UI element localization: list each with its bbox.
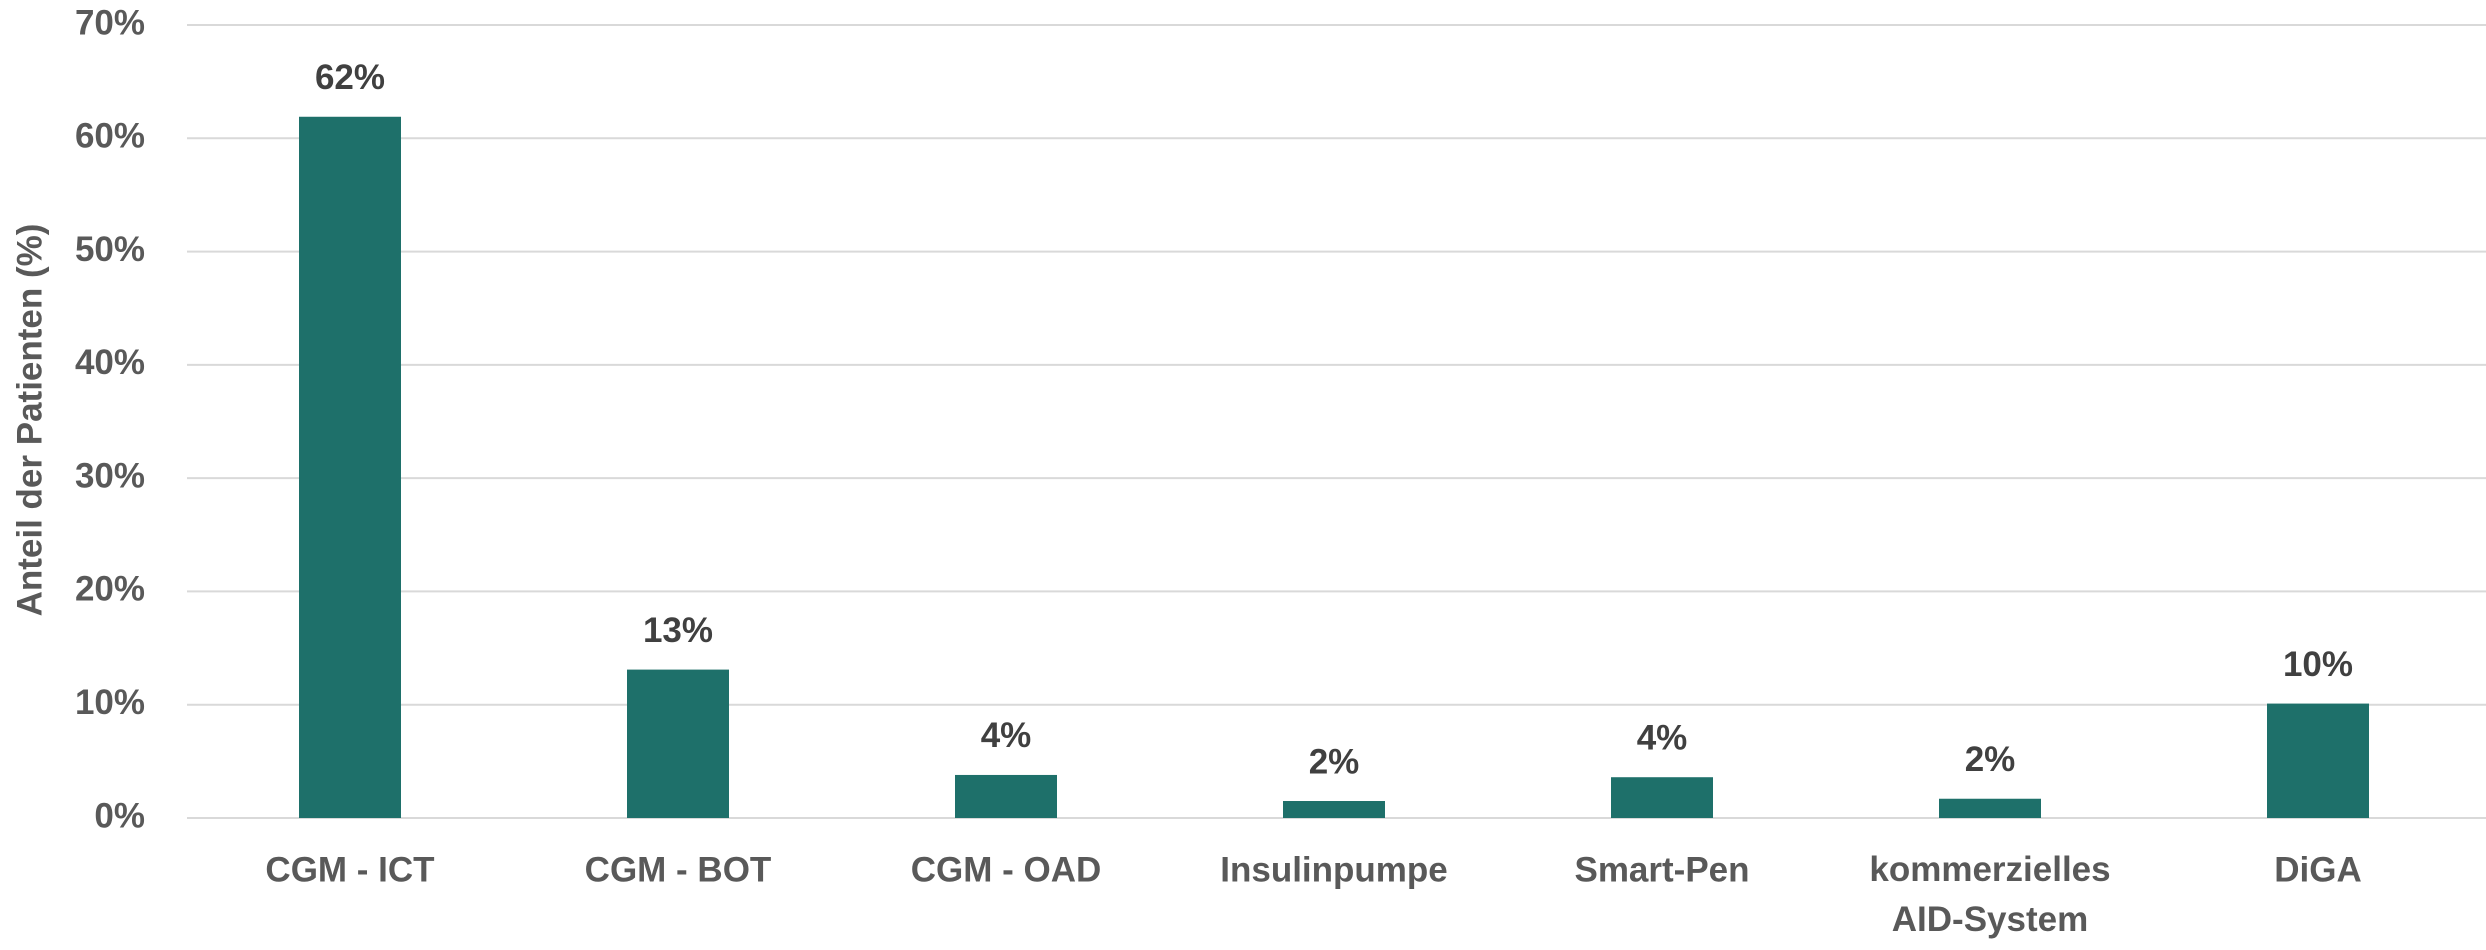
y-axis-title: Anteil der Patienten (%) xyxy=(10,224,49,617)
value-label: 4% xyxy=(1637,718,1688,757)
x-tick-label: CGM - BOT xyxy=(585,850,772,889)
y-tick-label: 50% xyxy=(75,230,145,269)
x-tick-label: DiGA xyxy=(2274,850,2362,889)
x-tick-label: Smart-Pen xyxy=(1574,850,1749,889)
value-label: 62% xyxy=(315,58,385,97)
y-tick-label: 60% xyxy=(75,117,145,156)
value-label: 2% xyxy=(1965,740,2016,779)
bar xyxy=(1283,801,1385,818)
y-tick-label: 20% xyxy=(75,570,145,609)
bar xyxy=(299,116,401,819)
x-tick-label: CGM - OAD xyxy=(911,850,1102,889)
value-label: 13% xyxy=(643,611,713,650)
y-tick-label: 0% xyxy=(94,796,145,835)
bar xyxy=(1939,798,2041,818)
x-tick-label: Insulinpumpe xyxy=(1220,850,1448,889)
value-label: 2% xyxy=(1309,742,1360,781)
y-tick-label: 70% xyxy=(75,3,145,42)
bar xyxy=(627,669,729,818)
y-tick-label: 10% xyxy=(75,683,145,722)
value-label: 4% xyxy=(981,716,1032,755)
bar xyxy=(955,774,1057,818)
y-tick-label: 40% xyxy=(75,343,145,382)
bar xyxy=(1611,777,1713,818)
value-label: 10% xyxy=(2283,645,2353,684)
bar xyxy=(2267,703,2369,818)
x-tick-label: kommerzielles AID-System xyxy=(1869,850,2110,939)
y-tick-label: 30% xyxy=(75,456,145,495)
x-tick-label: CGM - ICT xyxy=(265,850,434,889)
